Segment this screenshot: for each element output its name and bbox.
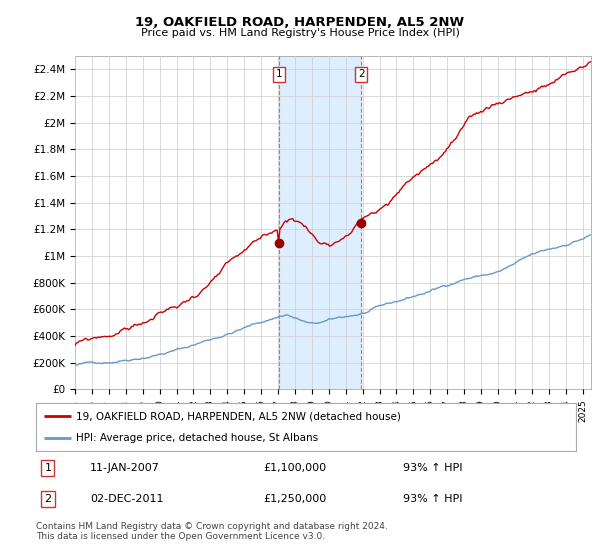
- Text: 11-JAN-2007: 11-JAN-2007: [90, 463, 160, 473]
- Text: 2: 2: [358, 69, 365, 80]
- Text: 1: 1: [275, 69, 282, 80]
- Text: Price paid vs. HM Land Registry's House Price Index (HPI): Price paid vs. HM Land Registry's House …: [140, 28, 460, 38]
- Text: 93% ↑ HPI: 93% ↑ HPI: [403, 494, 463, 504]
- Text: £1,100,000: £1,100,000: [263, 463, 326, 473]
- Text: Contains HM Land Registry data © Crown copyright and database right 2024.
This d: Contains HM Land Registry data © Crown c…: [36, 522, 388, 542]
- Text: £1,250,000: £1,250,000: [263, 494, 326, 504]
- Text: 2: 2: [44, 494, 52, 504]
- Text: 19, OAKFIELD ROAD, HARPENDEN, AL5 2NW: 19, OAKFIELD ROAD, HARPENDEN, AL5 2NW: [136, 16, 464, 29]
- Text: 19, OAKFIELD ROAD, HARPENDEN, AL5 2NW (detached house): 19, OAKFIELD ROAD, HARPENDEN, AL5 2NW (d…: [77, 411, 401, 421]
- Text: HPI: Average price, detached house, St Albans: HPI: Average price, detached house, St A…: [77, 433, 319, 443]
- Text: 93% ↑ HPI: 93% ↑ HPI: [403, 463, 463, 473]
- Bar: [278, 56, 361, 389]
- Text: 02-DEC-2011: 02-DEC-2011: [90, 494, 163, 504]
- Text: 1: 1: [44, 463, 52, 473]
